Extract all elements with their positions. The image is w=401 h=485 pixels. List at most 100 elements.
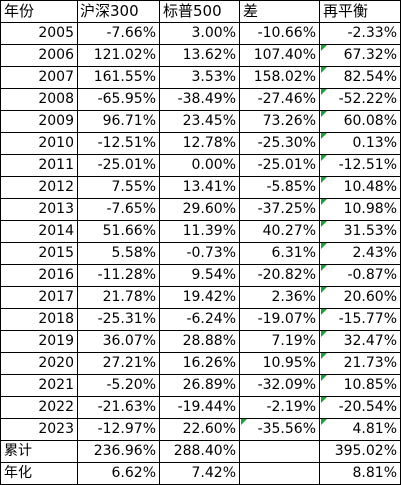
cell-value[interactable]: -7.66% <box>77 23 160 45</box>
row-label[interactable]: 2014 <box>1 221 78 243</box>
cell-value[interactable]: 31.53% <box>320 221 401 243</box>
row-label[interactable]: 2006 <box>1 45 78 67</box>
row-label[interactable]: 2020 <box>1 353 78 375</box>
cell-value[interactable]: 158.02% <box>240 67 320 89</box>
cell-value[interactable]: 82.54% <box>320 67 401 89</box>
cell-value[interactable]: 36.07% <box>77 331 160 353</box>
cell-value[interactable]: -20.54% <box>320 397 401 419</box>
cell-value[interactable]: -7.65% <box>77 199 160 221</box>
cell-value[interactable]: -10.66% <box>240 23 320 45</box>
row-label[interactable]: 2013 <box>1 199 78 221</box>
cell-value[interactable]: -38.49% <box>160 89 240 111</box>
cell-value[interactable]: 11.39% <box>160 221 240 243</box>
row-label[interactable]: 2007 <box>1 67 78 89</box>
cell-value[interactable]: -25.01% <box>77 155 160 177</box>
cell-value[interactable]: -2.19% <box>240 397 320 419</box>
cell-value[interactable]: 2.43% <box>320 243 401 265</box>
cell-value[interactable]: 395.02% <box>320 441 401 463</box>
row-label[interactable]: 2008 <box>1 89 78 111</box>
cell-value[interactable]: 26.89% <box>160 375 240 397</box>
cell-value[interactable]: 13.62% <box>160 45 240 67</box>
row-label[interactable]: 2021 <box>1 375 78 397</box>
cell-value[interactable]: -6.24% <box>160 309 240 331</box>
cell-value[interactable]: 28.88% <box>160 331 240 353</box>
cell-value[interactable]: 16.26% <box>160 353 240 375</box>
cell-value[interactable]: 40.27% <box>240 221 320 243</box>
column-header[interactable]: 沪深300 <box>77 1 160 23</box>
row-label[interactable]: 2011 <box>1 155 78 177</box>
cell-value[interactable]: -35.56% <box>240 419 320 441</box>
cell-value[interactable]: 67.32% <box>320 45 401 67</box>
row-label[interactable]: 2017 <box>1 287 78 309</box>
cell-value[interactable]: 0.00% <box>160 155 240 177</box>
cell-value[interactable]: -27.46% <box>240 89 320 111</box>
row-label[interactable]: 累计 <box>1 441 78 463</box>
cell-value[interactable]: 161.55% <box>77 67 160 89</box>
row-label[interactable]: 2022 <box>1 397 78 419</box>
cell-value[interactable]: 22.60% <box>160 419 240 441</box>
column-header[interactable]: 再平衡 <box>320 1 401 23</box>
row-label[interactable]: 2015 <box>1 243 78 265</box>
cell-value[interactable]: 13.41% <box>160 177 240 199</box>
row-label[interactable]: 2009 <box>1 111 78 133</box>
cell-value[interactable]: -25.01% <box>240 155 320 177</box>
row-label[interactable]: 2010 <box>1 133 78 155</box>
cell-value[interactable]: 107.40% <box>240 45 320 67</box>
column-header[interactable]: 差 <box>240 1 320 23</box>
cell-value[interactable]: -0.87% <box>320 265 401 287</box>
cell-value[interactable]: 60.08% <box>320 111 401 133</box>
cell-value[interactable]: 21.73% <box>320 353 401 375</box>
cell-value[interactable]: 3.00% <box>160 23 240 45</box>
cell-value[interactable]: 29.60% <box>160 199 240 221</box>
cell-value[interactable]: -20.82% <box>240 265 320 287</box>
cell-value[interactable]: 8.81% <box>320 463 401 485</box>
cell-value[interactable]: -2.33% <box>320 23 401 45</box>
cell-value[interactable]: -12.51% <box>77 133 160 155</box>
cell-value[interactable]: 23.45% <box>160 111 240 133</box>
cell-value[interactable]: -11.28% <box>77 265 160 287</box>
cell-value[interactable]: -5.20% <box>77 375 160 397</box>
cell-value[interactable]: 10.48% <box>320 177 401 199</box>
cell-value[interactable]: -32.09% <box>240 375 320 397</box>
cell-value[interactable]: 7.19% <box>240 331 320 353</box>
cell-value[interactable]: -25.30% <box>240 133 320 155</box>
cell-value[interactable] <box>240 441 320 463</box>
cell-value[interactable]: -12.97% <box>77 419 160 441</box>
cell-value[interactable]: -52.22% <box>320 89 401 111</box>
cell-value[interactable]: 236.96% <box>77 441 160 463</box>
cell-value[interactable]: -12.51% <box>320 155 401 177</box>
cell-value[interactable]: -15.77% <box>320 309 401 331</box>
cell-value[interactable]: 51.66% <box>77 221 160 243</box>
cell-value[interactable]: 4.81% <box>320 419 401 441</box>
cell-value[interactable]: 7.42% <box>160 463 240 485</box>
cell-value[interactable]: 6.31% <box>240 243 320 265</box>
column-header[interactable]: 年份 <box>1 1 78 23</box>
row-label[interactable]: 2019 <box>1 331 78 353</box>
cell-value[interactable]: 21.78% <box>77 287 160 309</box>
cell-value[interactable]: 32.47% <box>320 331 401 353</box>
cell-value[interactable]: 288.40% <box>160 441 240 463</box>
row-label[interactable]: 2012 <box>1 177 78 199</box>
cell-value[interactable]: 96.71% <box>77 111 160 133</box>
cell-value[interactable]: 20.60% <box>320 287 401 309</box>
cell-value[interactable]: 27.21% <box>77 353 160 375</box>
cell-value[interactable]: -19.44% <box>160 397 240 419</box>
cell-value[interactable]: 73.26% <box>240 111 320 133</box>
cell-value[interactable]: 10.98% <box>320 199 401 221</box>
cell-value[interactable]: 121.02% <box>77 45 160 67</box>
row-label[interactable]: 2018 <box>1 309 78 331</box>
cell-value[interactable]: -65.95% <box>77 89 160 111</box>
cell-value[interactable]: 6.62% <box>77 463 160 485</box>
cell-value[interactable]: 5.58% <box>77 243 160 265</box>
cell-value[interactable]: 2.36% <box>240 287 320 309</box>
cell-value[interactable]: -5.85% <box>240 177 320 199</box>
column-header[interactable]: 标普500 <box>160 1 240 23</box>
cell-value[interactable]: 7.55% <box>77 177 160 199</box>
row-label[interactable]: 年化 <box>1 463 78 485</box>
cell-value[interactable]: 3.53% <box>160 67 240 89</box>
row-label[interactable]: 2016 <box>1 265 78 287</box>
cell-value[interactable]: -21.63% <box>77 397 160 419</box>
cell-value[interactable]: 10.85% <box>320 375 401 397</box>
cell-value[interactable]: 19.42% <box>160 287 240 309</box>
cell-value[interactable] <box>240 463 320 485</box>
